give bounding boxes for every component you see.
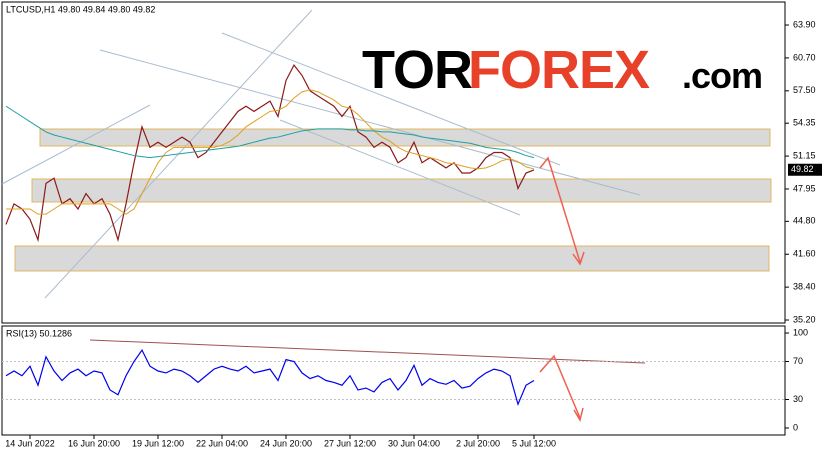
trend-line (99, 49, 641, 196)
arrows (539, 156, 585, 422)
y-tick-label: 47.95 (793, 183, 816, 193)
last-price-box (788, 163, 822, 176)
x-tick-label: 24 Jun 20:00 (260, 438, 312, 448)
logo-tor: TOR (362, 40, 472, 100)
arrow (539, 156, 585, 266)
y-tick-label: 54.35 (793, 118, 816, 128)
x-tick-label: 16 Jun 20:00 (68, 438, 120, 448)
zone (31, 178, 772, 203)
last-price-label: 49.82 (791, 164, 814, 174)
rsi-title: RSI(13) 50.1286 (6, 328, 72, 338)
y-tick-label: 44.80 (793, 216, 816, 226)
series-line (5, 348, 535, 407)
x-tick-label: 30 Jun 04:00 (388, 438, 440, 448)
main-panel (1, 1, 786, 324)
logo: TOR FOREX .com (362, 40, 763, 100)
y-tick-label: 41.60 (793, 249, 816, 259)
zones (14, 128, 772, 272)
x-tick-label: 19 Jun 12:00 (132, 438, 184, 448)
y-tick-label: 35.20 (793, 314, 816, 324)
series-line (6, 89, 535, 215)
trend-line (279, 119, 521, 216)
y-tick-label: 51.15 (793, 150, 816, 160)
y-tick-label: 60.70 (793, 52, 816, 62)
arrow (539, 354, 584, 422)
chart-title: LTCUSD,H1 49.80 49.84 49.80 49.82 (6, 4, 155, 14)
x-tick-label: 14 Jun 2022 (5, 438, 55, 448)
rsi-trend-line (89, 339, 646, 364)
x-tick-label: 5 Jul 12:00 (512, 438, 556, 448)
zone (39, 128, 771, 147)
y-tick-label: 38.40 (793, 282, 816, 292)
logo-forex: FOREX (468, 40, 650, 100)
y-tick-label: 0 (793, 422, 798, 432)
y-tick-label: 100 (793, 327, 808, 337)
y-tick-label: 30 (793, 394, 803, 404)
logo-com: .com (682, 55, 762, 96)
x-tick-label: 2 Jul 20:00 (456, 438, 500, 448)
series-line (5, 105, 535, 159)
y-tick-label: 57.50 (793, 85, 816, 95)
x-tick-label: 22 Jun 04:00 (196, 438, 248, 448)
channel-lines (1, 9, 641, 299)
y-tick-label: 63.90 (793, 19, 816, 29)
trend-line (221, 32, 561, 166)
trend-line (1, 104, 151, 185)
x-tick-label: 27 Jun 12:00 (324, 438, 376, 448)
rsi-panel (1, 325, 786, 436)
y-tick-label: 70 (793, 356, 803, 366)
zone (14, 245, 770, 272)
